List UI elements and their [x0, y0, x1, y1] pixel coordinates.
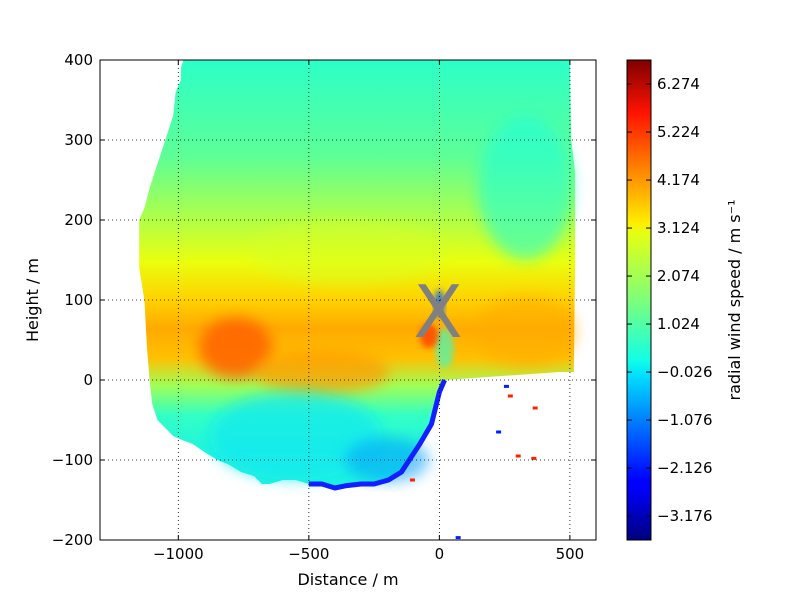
y-tick-label: −200 [52, 531, 93, 549]
colorbar-label: radial wind speed / m s⁻¹ [725, 200, 744, 401]
y-axis-label: Height / m [23, 258, 42, 342]
colorbar-tick-label: −1.076 [657, 411, 713, 429]
speckle [531, 456, 537, 460]
colorbar-tick-label: 2.074 [657, 267, 700, 285]
colorbar-tick-label: 6.274 [657, 75, 700, 93]
x-tick-label: −500 [288, 545, 329, 563]
y-tick-label: 400 [64, 51, 93, 69]
lower-cyan-blob [209, 392, 382, 480]
y-tick-label: 100 [64, 291, 93, 309]
colorbar-tick-label: −2.126 [657, 459, 713, 477]
lower-blue-edge-blob [345, 437, 429, 483]
x-axis-label: Distance / m [297, 570, 398, 589]
colorbar [626, 59, 652, 541]
y-tick-label: 200 [64, 211, 93, 229]
upper-yellow-blob [248, 220, 448, 284]
colorbar-ticks: 6.274 5.224 4.174 3.124 2.074 1.024 −0.026 −1.0… [627, 75, 713, 525]
speckle [507, 394, 513, 398]
colorbar-tick-label: 5.224 [657, 123, 700, 141]
colorbar-tick-label: 4.174 [657, 171, 700, 189]
wind-field [139, 60, 576, 540]
y-tick-label: 0 [83, 371, 93, 389]
speckle [503, 384, 509, 388]
colorbar-tick-label: −3.176 [657, 507, 713, 525]
jet-core-blob [199, 317, 273, 379]
speckle [515, 454, 521, 458]
speckle [532, 406, 538, 410]
speckle [496, 430, 502, 434]
wind-field-overlays [199, 116, 576, 491]
jet-band-blob [254, 349, 390, 395]
speckle [409, 478, 415, 482]
near-marker-red-blob [419, 324, 439, 348]
x-tick-label: 0 [435, 545, 445, 563]
lower-boundary-blue-edge [308, 379, 447, 491]
x-tick-label: 500 [556, 545, 585, 563]
y-tick-label: −100 [52, 451, 93, 469]
right-upper-cyan-blob [478, 116, 573, 260]
speckle [455, 536, 461, 540]
x-tick-label: −1000 [153, 545, 204, 563]
speckles [409, 384, 538, 540]
y-tick-label: 300 [64, 131, 93, 149]
right-band-orange-blob [475, 296, 576, 368]
colorbar-tick-label: −0.026 [657, 363, 713, 381]
colorbar-tick-label: 3.124 [657, 219, 700, 237]
marker-x: X [413, 270, 462, 354]
near-marker-cyan-blob [435, 328, 454, 368]
colorbar-tick-label: 1.024 [657, 315, 700, 333]
